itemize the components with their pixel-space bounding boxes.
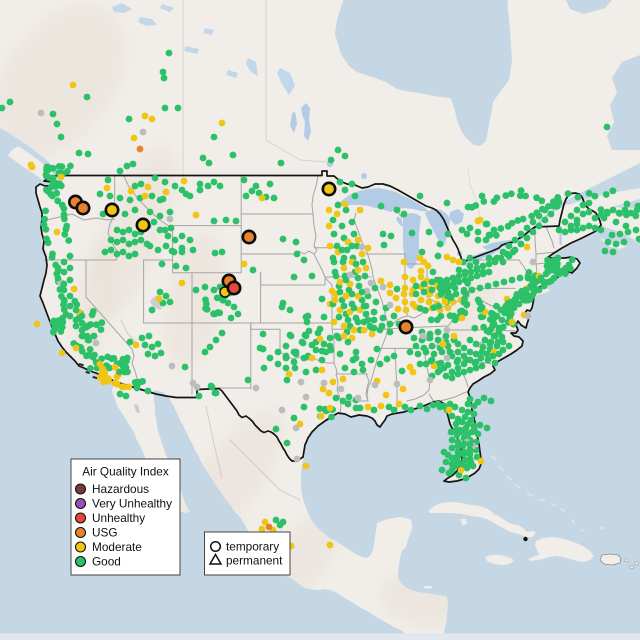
svg-text:USG: USG: [92, 526, 118, 540]
svg-text:Good: Good: [92, 555, 121, 569]
svg-text:temporary: temporary: [226, 540, 279, 554]
svg-text:Hazardous: Hazardous: [92, 482, 149, 496]
svg-text:Moderate: Moderate: [92, 540, 142, 554]
svg-text:permanent: permanent: [226, 554, 283, 568]
svg-text:Unhealthy: Unhealthy: [92, 511, 145, 525]
svg-text:Very Unhealthy: Very Unhealthy: [92, 497, 172, 511]
svg-text:Air Quality Index: Air Quality Index: [82, 465, 169, 479]
